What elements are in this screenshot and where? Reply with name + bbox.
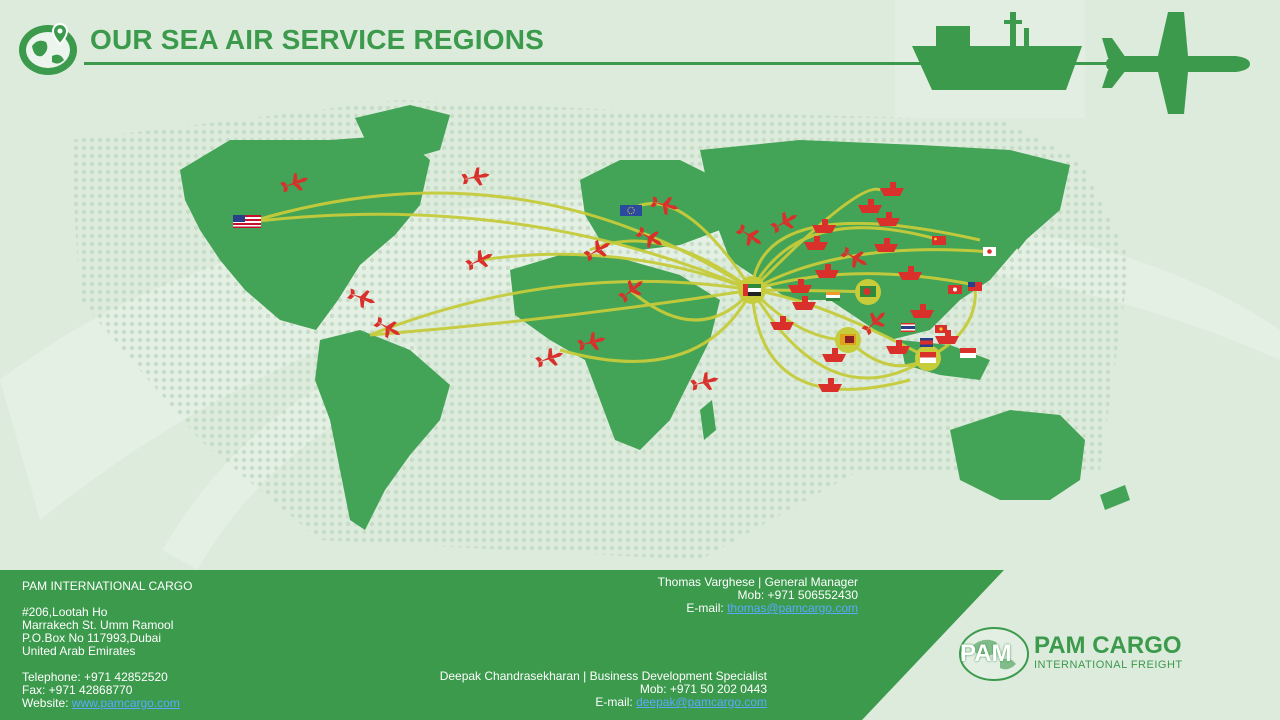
ship-marker-icon [770, 316, 794, 330]
ship-marker-icon [818, 378, 842, 392]
plane-marker-icon [735, 223, 762, 247]
flag-icon [233, 215, 261, 228]
logo-name: PAM CARGO [1034, 632, 1182, 659]
ship-marker-icon [812, 219, 836, 233]
ship-markers [770, 182, 959, 392]
footer: PAM INTERNATIONAL CARGO #206,Lootah Ho M… [0, 570, 1280, 720]
ship-icon [912, 12, 1082, 90]
contact-name-title: Deepak Chandrasekharan | Business Develo… [439, 669, 767, 683]
address-block: #206,Lootah Ho Marrakech St. Umm Ramool … [22, 606, 173, 658]
telephone: Telephone: +971 42852520 [22, 670, 168, 684]
ship-marker-icon [858, 199, 882, 213]
website-row: Website: www.pamcargo.com [22, 697, 180, 710]
ship-marker-icon [822, 348, 846, 362]
ship-marker-icon [792, 296, 816, 310]
country-flags [233, 205, 996, 358]
south-america [315, 330, 450, 530]
ship-marker-icon [874, 238, 898, 252]
email-label: E-mail: [686, 601, 728, 615]
email-label: E-mail: [595, 695, 637, 709]
logo-globe-icon [959, 627, 1029, 681]
company-name: PAM INTERNATIONAL CARGO [22, 579, 193, 593]
airplane-icon [1102, 12, 1250, 114]
plane-marker-icon [583, 239, 611, 262]
plane-marker-icon [650, 196, 679, 215]
flag-icon [620, 205, 642, 216]
ship-marker-icon [935, 330, 959, 344]
address-line: United Arab Emirates [22, 644, 136, 658]
australia [950, 410, 1085, 500]
plane-marker-icon [465, 249, 493, 271]
plane-marker-icon [618, 279, 643, 303]
world-route-map [70, 100, 1130, 560]
pam-cargo-logo: PAM PAM CARGO INTERNATIONAL FREIGHT [958, 626, 1208, 682]
address-line: #206,Lootah Ho [22, 605, 108, 619]
logo-tagline: INTERNATIONAL FREIGHT [1034, 659, 1183, 671]
flag-icon [968, 282, 982, 291]
website-label: Website: [22, 696, 72, 710]
plane-marker-icon [690, 372, 719, 391]
hub-markers [738, 276, 941, 371]
hub-uae [738, 276, 766, 304]
air-sea-routes [249, 187, 991, 391]
flag-icon [920, 338, 933, 347]
plane-marker-icon [347, 288, 376, 309]
new-zealand [1100, 485, 1130, 510]
ship-marker-icon [880, 182, 904, 196]
hub-bangladesh [855, 279, 881, 305]
hub-singapore [915, 345, 941, 371]
hub-sri-lanka [835, 327, 861, 353]
contact-email-row: E-mail: deepak@pamcargo.com [440, 696, 767, 709]
fax: Fax: +971 42868770 [22, 683, 133, 697]
footer-background [0, 570, 1004, 720]
page-title: OUR SEA AIR SERVICE REGIONS [90, 24, 545, 55]
plane-marker-icon [840, 246, 868, 269]
plane-marker-icon [535, 347, 564, 368]
contact-mobile: Mob: +971 50 202 0443 [639, 682, 767, 696]
website-link[interactable]: www.pamcargo.com [71, 696, 180, 710]
ship-marker-icon [898, 266, 922, 280]
ship-marker-icon [876, 212, 900, 226]
plane-marker-icon [635, 226, 663, 249]
flag-icon [932, 236, 946, 245]
title-underline [84, 62, 1124, 65]
flag-icon [826, 292, 840, 301]
flag-icon [935, 325, 947, 333]
greenland [355, 105, 450, 160]
contact-mobile: Mob: +971 506552430 [737, 588, 858, 602]
plane-marker-icon [461, 167, 490, 186]
contact-name-title: Thomas Varghese | General Manager [657, 575, 858, 589]
logo-mark: PAM [960, 640, 1012, 667]
plane-marker-icon [861, 312, 885, 336]
ship-marker-icon [788, 279, 812, 293]
plane-marker-icon [577, 332, 606, 351]
contact-deepak: Deepak Chandrasekharan | Business Develo… [440, 670, 767, 709]
address-line: P.O.Box No 117993,Dubai [22, 631, 161, 645]
japan [1008, 200, 1030, 250]
plane-marker-icon [280, 172, 309, 193]
flag-icon [983, 247, 996, 256]
address-line: Marrakech St. Umm Ramool [22, 618, 174, 632]
contact-thomas: Thomas Varghese | General Manager Mob: +… [658, 576, 858, 615]
flag-icon [960, 348, 976, 358]
plane-markers [280, 167, 885, 391]
ship-marker-icon [886, 340, 910, 354]
phone-block: Telephone: +971 42852520 Fax: +971 42868… [22, 671, 180, 710]
flag-icon [948, 285, 962, 294]
north-america [180, 135, 430, 330]
madagascar [700, 400, 716, 440]
ship-marker-icon [804, 236, 828, 250]
contact-email-row: E-mail: thomas@pamcargo.com [658, 602, 858, 615]
ship-marker-icon [815, 264, 839, 278]
plane-marker-icon [373, 316, 401, 339]
globe-pin-icon [19, 22, 77, 75]
plane-marker-icon [770, 211, 798, 234]
flag-icon [901, 323, 915, 332]
email-link[interactable]: thomas@pamcargo.com [727, 601, 858, 615]
email-link[interactable]: deepak@pamcargo.com [636, 695, 767, 709]
ship-marker-icon [910, 304, 934, 318]
